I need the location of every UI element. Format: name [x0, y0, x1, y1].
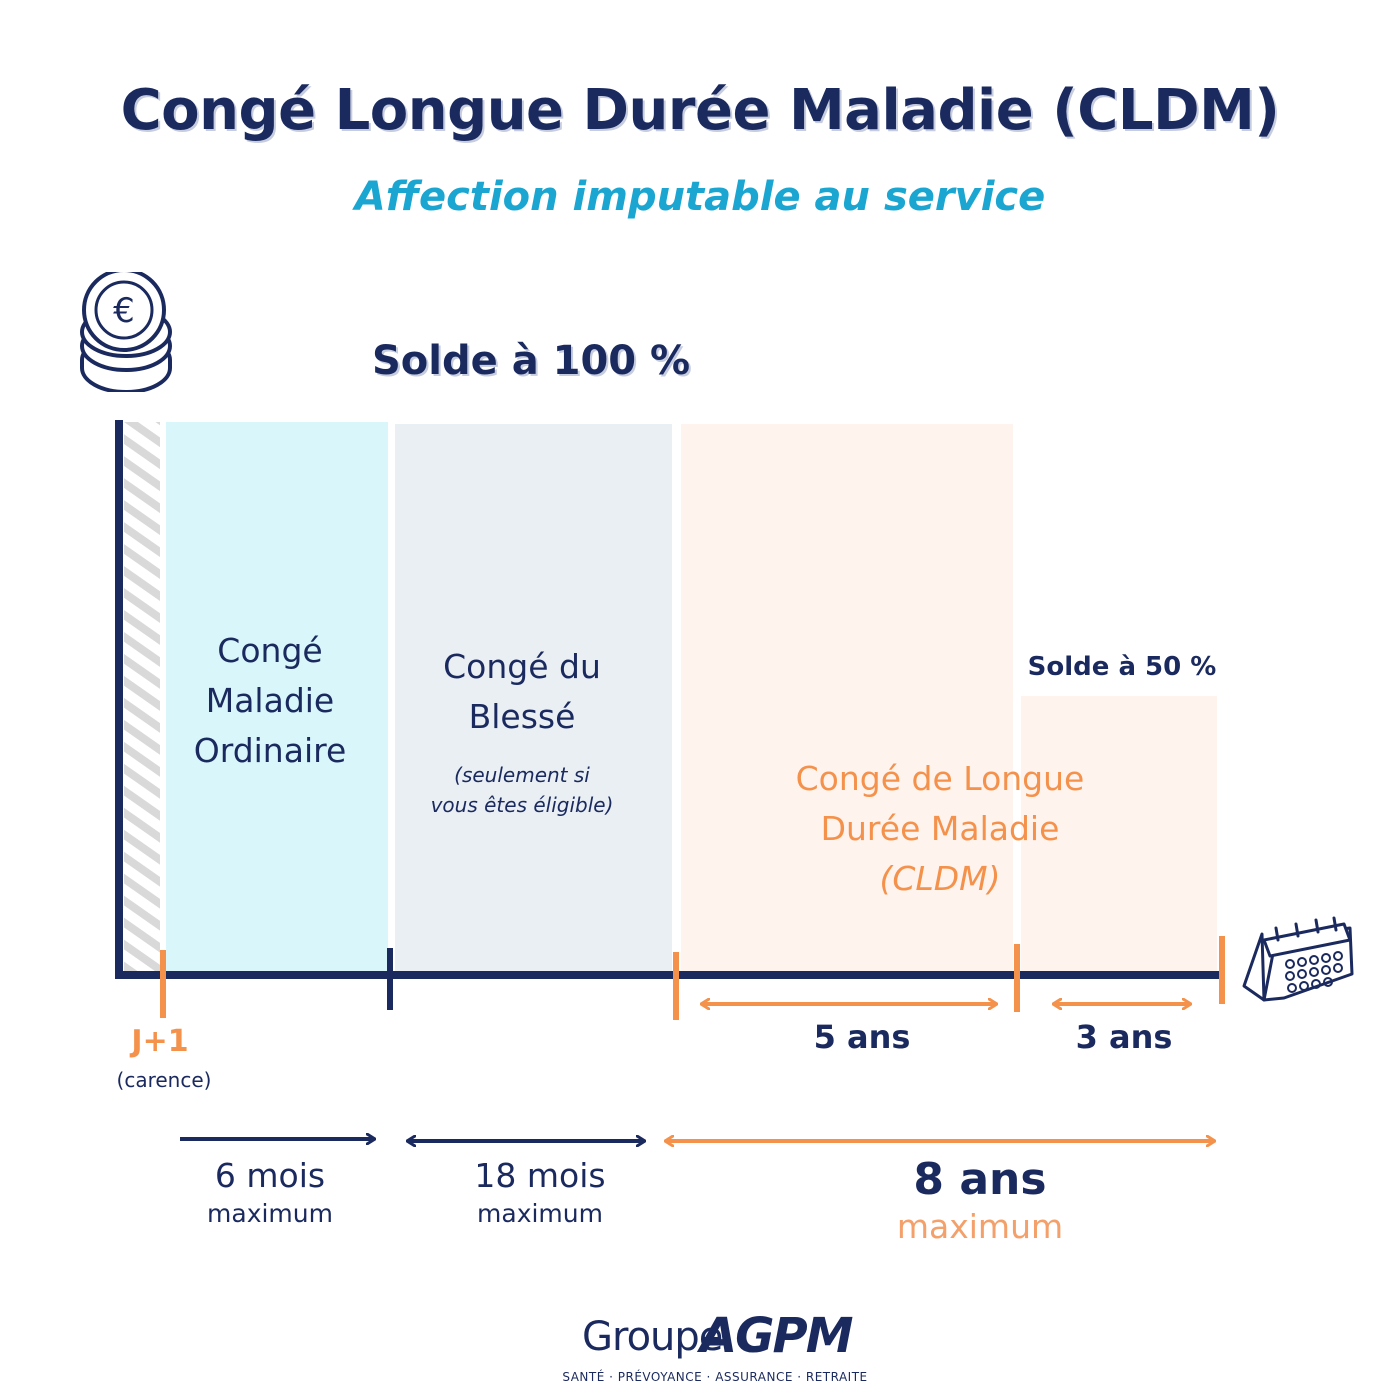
cldm-full-duration: 5 ans: [813, 1018, 911, 1056]
blesse-label-line: Blessé: [468, 697, 576, 736]
euro-coins-icon: €: [80, 272, 172, 392]
blesse-label-line: Congé du: [443, 647, 601, 686]
solde-100-label: Solde à 100 %: [372, 338, 691, 384]
cldm-label-line: Durée Maladie: [820, 809, 1060, 848]
j1-label: J+1: [131, 1024, 189, 1059]
svg-text:€: €: [113, 291, 135, 331]
cmo-label: Congé Maladie Ordinaire: [166, 626, 374, 776]
blesse-note-line: vous êtes éligible): [430, 793, 614, 817]
logo-brand: AGPM: [700, 1308, 853, 1364]
cldm-label-line: (CLDM): [879, 859, 1001, 898]
calendar-icon: [1242, 916, 1354, 1002]
logo-groupe: Groupe: [582, 1314, 723, 1360]
cmo-label-line: Congé: [217, 631, 323, 670]
duration-blesse-value: 18 mois: [474, 1156, 606, 1195]
carence-label: (carence): [116, 1068, 212, 1092]
cldm-label-line: Congé de Longue: [795, 759, 1085, 798]
logo-tagline: SANTÉ · PRÉVOYANCE · ASSURANCE · RETRAIT…: [562, 1370, 868, 1384]
blesse-label: Congé du Blessé (seulement si vous êtes …: [400, 642, 644, 820]
duration-cmo-value: 6 mois: [214, 1156, 326, 1195]
duration-blesse: 18 mois maximum: [440, 1156, 640, 1228]
block-conge-du-blesse: [395, 424, 672, 972]
page-subtitle: Affection imputable au service: [354, 174, 1046, 220]
block-cldm-full: [681, 424, 1013, 972]
duration-cmo-note: maximum: [207, 1199, 333, 1228]
block-conge-maladie-ordinaire: [166, 422, 388, 972]
cldm-half-duration: 3 ans: [1075, 1018, 1173, 1056]
cmo-label-line: Ordinaire: [193, 731, 347, 770]
duration-blesse-note: maximum: [477, 1199, 603, 1228]
blesse-note-line: (seulement si: [454, 763, 590, 787]
carence-hatch: [124, 422, 160, 972]
duration-cmo: 6 mois maximum: [170, 1156, 370, 1228]
duration-cldm: 8 ans maximum: [860, 1154, 1100, 1246]
duration-cldm-note: maximum: [896, 1207, 1064, 1246]
cldm-label: Congé de Longue Durée Maladie (CLDM): [750, 754, 1130, 904]
block-cldm-half: [1021, 696, 1217, 972]
duration-cldm-value: 8 ans: [913, 1154, 1047, 1205]
page-title: Congé Longue Durée Maladie (CLDM): [120, 78, 1280, 143]
solde-50-label: Solde à 50 %: [1027, 652, 1217, 682]
cmo-label-line: Maladie: [205, 681, 335, 720]
